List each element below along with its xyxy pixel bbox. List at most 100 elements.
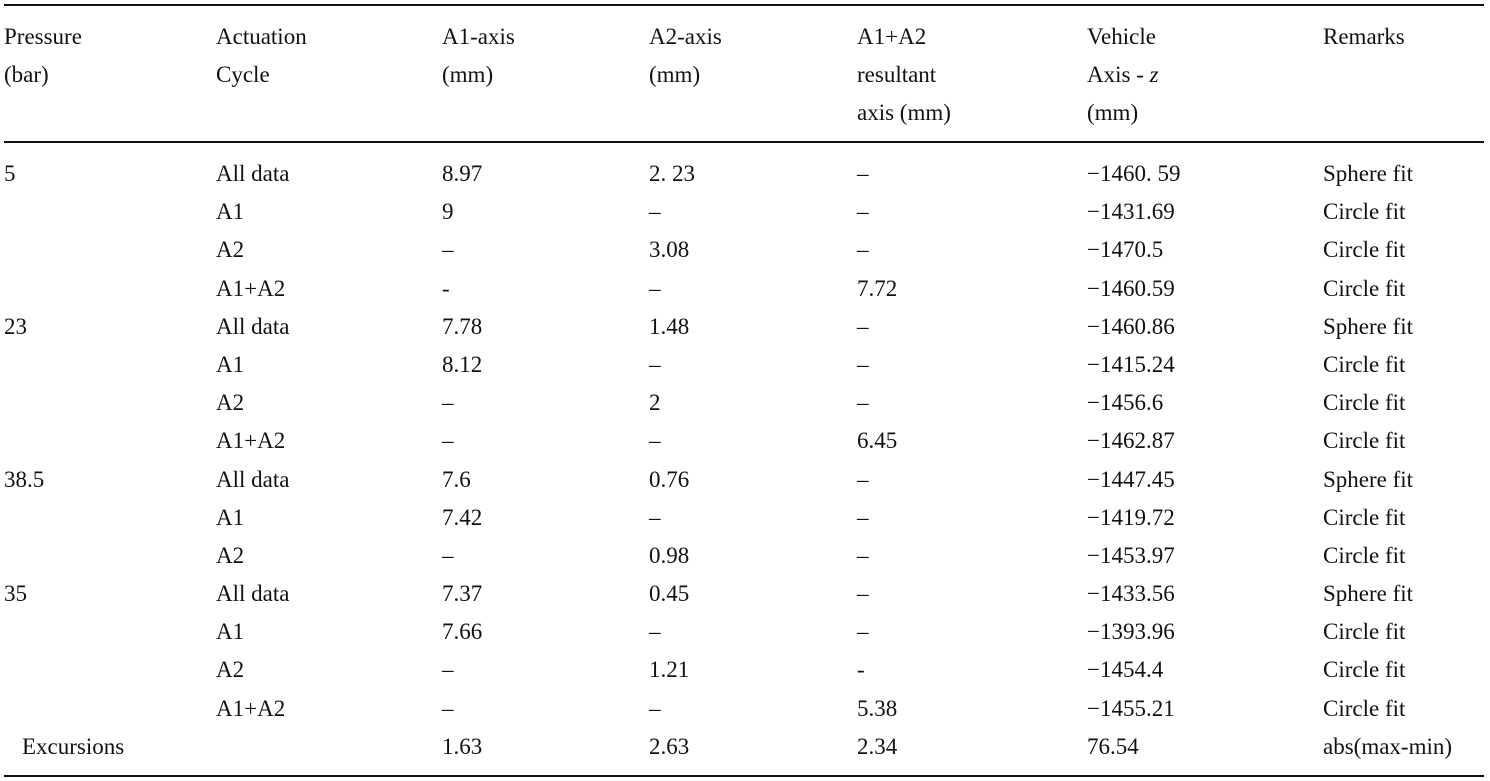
- table-cell: −1419.72: [1087, 504, 1175, 530]
- table-cell: –: [649, 428, 661, 454]
- header-line: (mm): [1087, 100, 1139, 125]
- table-cell: –: [649, 619, 661, 645]
- table-cell: All data: [216, 313, 290, 339]
- table-cell: A1: [216, 351, 245, 377]
- table-cell: A2: [216, 390, 245, 416]
- table-cell: 6.45: [857, 428, 898, 454]
- table-cell: −1455.21: [1087, 695, 1175, 721]
- header-line: Actuation: [216, 24, 307, 49]
- header-line: Axis - z: [1087, 62, 1159, 87]
- table-cell: Circle fit: [1323, 390, 1406, 416]
- table-cell: –: [649, 351, 661, 377]
- table-row: A2 – 0.98 – −1453.97 Circle fit: [0, 537, 1490, 575]
- table-cell: -: [442, 275, 450, 301]
- table-cell: –: [442, 657, 454, 683]
- table-cell: A2: [216, 237, 245, 263]
- table-cell: Sphere fit: [1323, 161, 1414, 186]
- table-cell: Sphere fit: [1323, 581, 1414, 607]
- table-cell: Circle fit: [1323, 275, 1406, 301]
- table-cell: A1+A2: [216, 428, 286, 454]
- table-cell: –: [442, 390, 454, 416]
- table-row: A2 – 2 – −1456.6 Circle fit: [0, 384, 1490, 422]
- table-row: A2 – 1.21 - −1454.4 Circle fit: [0, 651, 1490, 689]
- table-cell: All data: [216, 466, 290, 492]
- excursions-cell: abs(max-min): [1323, 733, 1453, 759]
- table-cell: −1431.69: [1087, 199, 1175, 225]
- table-cell: Circle fit: [1323, 542, 1406, 568]
- table-row: A1+A2 – – 5.38 −1455.21 Circle fit: [0, 690, 1490, 728]
- table-cell: –: [649, 275, 661, 301]
- header-a1-axis: A1-axis (mm): [442, 18, 515, 94]
- table-row: 5 All data 8.97 2. 23 – −1460. 59 Sphere fit: [0, 155, 1490, 193]
- table-cell: −1470.5: [1087, 237, 1164, 263]
- table-cell: –: [857, 161, 869, 186]
- header-line: (bar): [4, 62, 49, 87]
- table-row: A2 – 3.08 – −1470.5 Circle fit: [0, 231, 1490, 269]
- table-cell: 1.21: [649, 657, 690, 683]
- table-cell: All data: [216, 581, 290, 607]
- table-cell: 35: [4, 581, 27, 607]
- table-cell: 7.37: [442, 581, 483, 607]
- table-row: A1 8.12 – – −1415.24 Circle fit: [0, 346, 1490, 384]
- header-rule: [4, 141, 1484, 143]
- table-cell: –: [442, 428, 454, 454]
- table-cell: Sphere fit: [1323, 313, 1414, 339]
- table-row: 35 All data 7.37 0.45 – −1433.56 Sphere fit: [0, 575, 1490, 613]
- excursions-label: Excursions: [22, 733, 125, 759]
- table-cell: −1460. 59: [1087, 161, 1181, 186]
- table-cell: −1462.87: [1087, 428, 1175, 454]
- table-row: A1 7.42 – – −1419.72 Circle fit: [0, 499, 1490, 537]
- table-cell: A1: [216, 504, 245, 530]
- table-cell: –: [442, 695, 454, 721]
- header-line: (mm): [442, 62, 494, 87]
- header-line: Remarks: [1323, 24, 1405, 49]
- header-line: Vehicle: [1087, 24, 1156, 49]
- table-body: 5 All data 8.97 2. 23 – −1460. 59 Sphere fit A1…: [0, 155, 1490, 766]
- table-cell: Circle fit: [1323, 695, 1406, 721]
- table-cell: Circle fit: [1323, 237, 1406, 263]
- table-cell: –: [857, 390, 869, 416]
- table-row: A1+A2 - – 7.72 −1460.59 Circle fit: [0, 270, 1490, 308]
- table-cell: 2. 23: [649, 161, 695, 186]
- table-cell: Circle fit: [1323, 504, 1406, 530]
- table-cell: 7.66: [442, 619, 483, 645]
- table-cell: Circle fit: [1323, 428, 1406, 454]
- table-cell: A2: [216, 657, 245, 683]
- header-line: A2-axis: [649, 24, 722, 49]
- table-row: A1 7.66 – – −1393.96 Circle fit: [0, 613, 1490, 651]
- table-cell: −1433.56: [1087, 581, 1175, 607]
- table-row: A1 9 – – −1431.69 Circle fit: [0, 193, 1490, 231]
- table-cell: 38.5: [4, 466, 45, 492]
- table-cell: −1454.4: [1087, 657, 1164, 683]
- table-cell: −1456.6: [1087, 390, 1164, 416]
- table-cell: 9: [442, 199, 454, 225]
- table-cell: –: [857, 351, 869, 377]
- table-cell: Circle fit: [1323, 619, 1406, 645]
- table-cell: –: [442, 542, 454, 568]
- table-cell: -: [857, 657, 865, 683]
- excursions-cell: 76.54: [1087, 733, 1139, 759]
- table-cell: Circle fit: [1323, 351, 1406, 377]
- header-a2-axis: A2-axis (mm): [649, 18, 722, 94]
- table-cell: 7.42: [442, 504, 483, 530]
- table-cell: –: [857, 313, 869, 339]
- table-cell: A1: [216, 199, 245, 225]
- header-line: A1+A2: [857, 24, 927, 49]
- table-cell: Sphere fit: [1323, 466, 1414, 492]
- table-cell: Circle fit: [1323, 199, 1406, 225]
- table-cell: 7.78: [442, 313, 483, 339]
- table-cell: Circle fit: [1323, 657, 1406, 683]
- table-cell: 7.72: [857, 275, 898, 301]
- table-cell: –: [649, 695, 661, 721]
- header-line: (mm): [649, 62, 701, 87]
- table-header: Pressure (bar) Actuation Cycle A1-axis (mm) A2…: [0, 18, 1490, 138]
- table-cell: 8.12: [442, 351, 483, 377]
- table-cell: −1447.45: [1087, 466, 1175, 492]
- table-cell: –: [857, 619, 869, 645]
- table-cell: −1453.97: [1087, 542, 1175, 568]
- table-cell: 1.48: [649, 313, 690, 339]
- table-cell: 0.45: [649, 581, 690, 607]
- bottom-rule: [4, 775, 1484, 777]
- table-cell: −1460.59: [1087, 275, 1175, 301]
